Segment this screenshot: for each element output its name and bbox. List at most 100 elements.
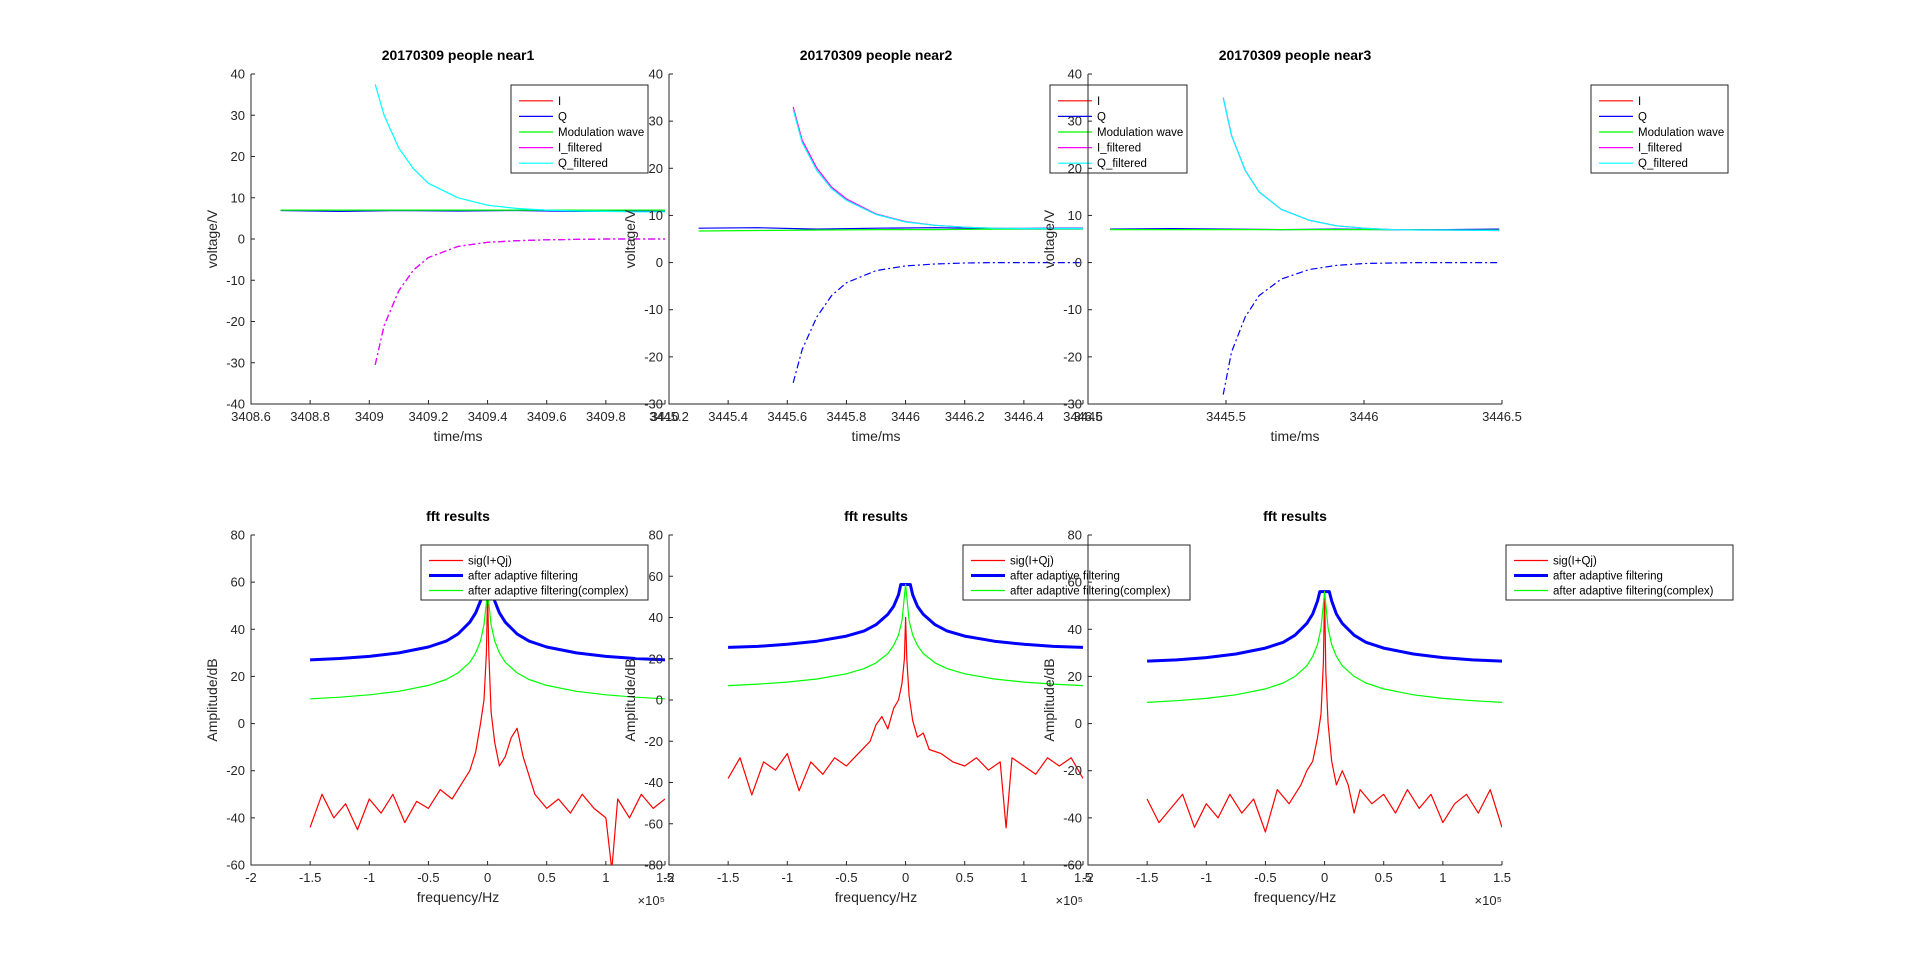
legend-entry: I	[1638, 96, 1641, 108]
y-tick-label: 30	[1068, 114, 1082, 129]
x-tick-label: 0.5	[956, 870, 974, 885]
x-axis-label: time/ms	[434, 428, 483, 444]
y-axis-label: voltage/V	[1041, 209, 1057, 268]
legend-entry: sig(I+Qj)	[1553, 556, 1597, 568]
y-tick-label: 0	[238, 232, 245, 247]
series-line-after-adaptive-filtering-complex-	[1147, 590, 1502, 703]
y-tick-label: 40	[231, 622, 245, 637]
y-tick-label: 0	[1075, 716, 1082, 731]
subplot-5: -2 -1.5 -1 -0.5 0 0.5 1 1.5-80-60-40-2002040608…	[622, 508, 1191, 908]
y-tick-label: -20	[644, 349, 663, 364]
y-tick-label: 30	[231, 108, 245, 123]
legend-entry: Modulation wave	[1638, 127, 1724, 139]
subplot-4: -2 -1.5 -1 -0.5 0 0.5 1 1.5-60-40-20020406080ff…	[204, 508, 674, 908]
series-line-q-filtered	[374, 84, 665, 213]
x-tick-label: 3445.8	[827, 409, 867, 424]
y-tick-label: -10	[644, 302, 663, 317]
y-tick-label: 80	[649, 528, 663, 543]
x-tick-label: 3409.2	[409, 409, 449, 424]
legend-box	[1049, 84, 1188, 174]
legend-entry: after adaptive filtering(complex)	[468, 586, 629, 598]
y-tick-label: 60	[649, 569, 663, 584]
legend-entry: I_filtered	[1097, 143, 1141, 155]
x-tick-label: 1	[1439, 870, 1446, 885]
y-tick-label: -80	[644, 858, 663, 873]
x-tick-label: 3409.6	[527, 409, 567, 424]
y-tick-label: -30	[226, 355, 245, 370]
x-tick-label: -2	[245, 870, 257, 885]
legend: IQ Modulation wave I_filtered Q_filtered	[1590, 84, 1729, 174]
y-tick-label: -30	[1063, 397, 1082, 412]
series-line-sig-i-qj-	[727, 616, 1083, 829]
y-tick-label: 0	[656, 255, 663, 270]
x-tick-label: 3445.4	[708, 409, 748, 424]
x-tick-label: 3408.6	[231, 409, 271, 424]
x-tick-label: 3410	[651, 409, 680, 424]
x-tick-label: 3445	[1074, 409, 1103, 424]
x-tick-label: 3409	[355, 409, 384, 424]
x-tick-label: 3446.4	[1004, 409, 1044, 424]
x-tick-label: 3409.4	[468, 409, 508, 424]
x-axis-label: time/ms	[852, 428, 901, 444]
y-tick-label: -20	[226, 314, 245, 329]
x-tick-label: -1.5	[717, 870, 739, 885]
series-line-q-filtered	[792, 109, 1083, 230]
x-tick-label: 0	[902, 870, 909, 885]
legend: IQ Modulation wave I_filtered Q_filtered	[1049, 84, 1188, 174]
series-line-i-filtered	[792, 106, 1083, 230]
legend-entry: Modulation wave	[558, 127, 644, 139]
series-line-modulation-wave	[698, 228, 1083, 232]
y-tick-label: 40	[231, 67, 245, 82]
series-line-sig-i-qj-	[1146, 590, 1502, 833]
legend: sig(I+Qj) after adaptive filtering after a…	[420, 544, 649, 601]
x-tick-label: 3409.8	[586, 409, 626, 424]
legend: IQ Modulation wave I_filtered Q_filtered	[510, 84, 649, 174]
x-tick-label: 3446.5	[1482, 409, 1522, 424]
legend-entry: I_filtered	[1638, 143, 1682, 155]
legend-entry: I	[558, 96, 561, 108]
series-line-sig-i-qj-	[309, 590, 665, 865]
series-line-i-filtered	[374, 238, 665, 365]
y-tick-label: -20	[1063, 763, 1082, 778]
x-tick-label: -2	[1082, 870, 1094, 885]
y-tick-label: 60	[231, 575, 245, 590]
y-tick-label: 20	[649, 161, 663, 176]
chart-title: 20170309 people near3	[1219, 47, 1372, 63]
x-tick-label: 1.5	[1493, 870, 1511, 885]
x-axis-label: frequency/Hz	[1254, 889, 1336, 905]
legend-entry: sig(I+Qj)	[468, 556, 512, 568]
y-tick-label: 40	[1068, 622, 1082, 637]
legend: sig(I+Qj) after adaptive filtering after a…	[962, 544, 1191, 601]
x-tick-label: 3446	[1350, 409, 1379, 424]
legend-entry: Q	[1638, 111, 1647, 123]
legend-entry: Q	[1097, 111, 1106, 123]
y-tick-label: 30	[649, 114, 663, 129]
x-tick-label: 3445.2	[649, 409, 689, 424]
series-line-i-filtered	[1222, 97, 1500, 232]
chart-title: 20170309 people near2	[800, 47, 953, 63]
y-axis-label: Amplitude/dB	[204, 658, 220, 741]
x-axis-label: frequency/Hz	[835, 889, 917, 905]
y-tick-label: 10	[649, 208, 663, 223]
y-tick-label: -60	[644, 816, 663, 831]
x-tick-label: -1.5	[299, 870, 321, 885]
legend-entry: I	[1097, 96, 1100, 108]
x-tick-label: -1	[364, 870, 376, 885]
legend-entry: Q_filtered	[1638, 158, 1688, 170]
y-axis-label: Amplitude/dB	[622, 658, 638, 741]
legend-entry: Q_filtered	[1097, 158, 1147, 170]
legend-entry: after adaptive filtering	[468, 571, 578, 583]
y-tick-label: 20	[1068, 669, 1082, 684]
x-tick-label: 0	[1321, 870, 1328, 885]
x-tick-label: -1	[1201, 870, 1213, 885]
x-tick-label: 3446.2	[945, 409, 985, 424]
x-tick-label: -0.5	[417, 870, 439, 885]
series-line-q-filtered	[1222, 97, 1500, 232]
y-tick-label: -10	[1063, 302, 1082, 317]
subplot-3: 3445 3445.5 3446 3446.5 -30 -20 -10 0 10 20 30 40 20…	[1041, 47, 1729, 444]
y-tick-label: 20	[1068, 161, 1082, 176]
x-axis-label: time/ms	[1271, 428, 1320, 444]
x-tick-label: -0.5	[1254, 870, 1276, 885]
x-tick-label: 0	[484, 870, 491, 885]
y-tick-label: -20	[226, 763, 245, 778]
